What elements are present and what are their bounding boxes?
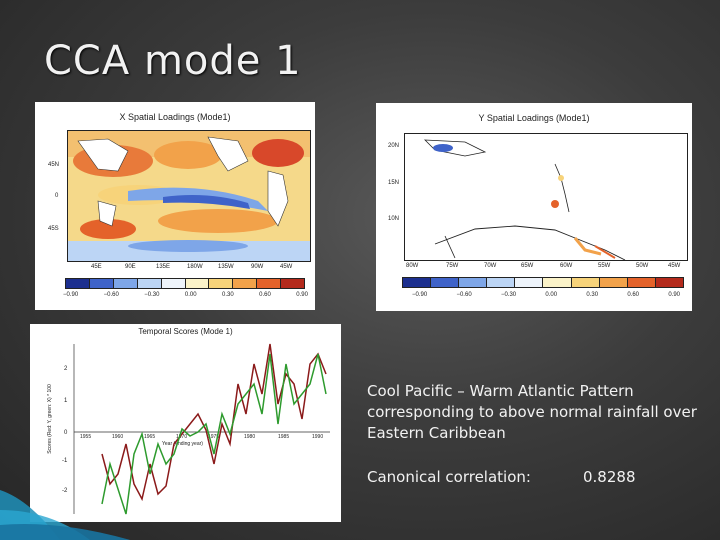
x-colorbar-label: 0.90 — [296, 292, 308, 298]
x-lon-label-90e: 90E — [125, 264, 136, 270]
series-y-line — [101, 343, 327, 502]
t-panel-title: Temporal Scores (Mode 1) — [138, 327, 233, 336]
x-loadings-map-graphic — [68, 131, 310, 261]
x-spatial-loadings-panel: X Spatial Loadings (Mode1) 45N 0 45S 45E… — [35, 102, 315, 310]
pattern-description: Cool Pacific – Warm Atlantic Pattern cor… — [367, 382, 697, 442]
x-panel-title: X Spatial Loadings (Mode1) — [119, 112, 231, 122]
colorbar-swatch — [209, 279, 234, 288]
colorbar-swatch — [515, 278, 544, 287]
y-lon-label-50w: 50W — [636, 263, 649, 269]
y-lon-label-80w: 80W — [406, 263, 419, 269]
t-y-tick: 1 — [64, 398, 68, 404]
x-lon-label-45w: 45W — [280, 264, 293, 270]
colorbar-swatch — [137, 279, 162, 288]
t-xlabel: Year (ending year) — [162, 441, 203, 447]
t-x-tick: 1970 — [176, 434, 188, 440]
temporal-scores-plot — [73, 343, 330, 515]
x-lon-label-135w: 135W — [218, 264, 234, 270]
x-lat-label-0: 0 — [55, 193, 59, 199]
x-colorbar-label: −0.60 — [103, 292, 119, 298]
t-y-tick: -1 — [62, 458, 68, 464]
colorbar-swatch — [257, 279, 282, 288]
t-y-tick: 0 — [64, 430, 68, 436]
colorbar-swatch — [571, 278, 600, 287]
x-colorbar-label: 0.30 — [222, 292, 234, 298]
corner-wave-decoration — [0, 490, 130, 540]
colorbar-swatch — [459, 278, 488, 287]
series-x-line — [101, 353, 327, 515]
x-colorbar-label: −0.90 — [63, 292, 79, 298]
colorbar-swatch — [599, 278, 628, 287]
y-colorbar-label: 0.90 — [668, 292, 680, 298]
x-lat-label-45s: 45S — [48, 226, 59, 232]
y-panel-title: Y Spatial Loadings (Mode1) — [478, 113, 590, 123]
canonical-correlation: Canonical correlation: 0.8288 — [367, 468, 636, 486]
x-lon-label-90w: 90W — [251, 264, 264, 270]
y-colorbar-label: 0.00 — [545, 292, 558, 298]
colorbar-swatch — [66, 279, 90, 288]
x-colorbar — [65, 278, 305, 289]
colorbar-swatch — [113, 279, 138, 288]
y-lon-label-60w: 60W — [560, 263, 573, 269]
colorbar-swatch — [233, 279, 258, 288]
y-colorbar-label: −0.30 — [500, 292, 517, 298]
y-lat-label-10n: 10N — [388, 216, 400, 222]
x-lat-label-45n: 45N — [48, 162, 60, 168]
colorbar-swatch — [161, 279, 186, 288]
colorbar-swatch — [403, 278, 432, 287]
y-lat-label-15n: 15N — [388, 180, 400, 186]
x-lon-label-180w: 180W — [187, 264, 203, 270]
x-lon-label-135e: 135E — [156, 264, 171, 270]
t-x-tick: 1965 — [144, 434, 156, 440]
y-loadings-map-graphic — [423, 139, 626, 260]
x-colorbar-label: 0.60 — [259, 292, 271, 298]
y-spatial-loadings-panel: Y Spatial Loadings (Mode1) 20N 15N 10N 8… — [376, 103, 692, 311]
colorbar-swatch — [543, 278, 572, 287]
colorbar-swatch — [487, 278, 516, 287]
y-colorbar — [402, 277, 684, 288]
y-lon-label-70w: 70W — [484, 263, 497, 269]
y-colorbar-labels: −0.90 −0.60 −0.30 0.00 0.30 0.60 0.90 — [412, 292, 680, 298]
y-colorbar-label: 0.60 — [627, 292, 640, 298]
y-lon-label-65w: 65W — [521, 263, 534, 269]
x-lon-label-45e: 45E — [91, 264, 102, 270]
colorbar-swatch — [655, 278, 683, 287]
colorbar-swatch — [431, 278, 460, 287]
y-loadings-map — [404, 133, 688, 261]
y-lon-label-55w: 55W — [598, 263, 611, 269]
colorbar-swatch — [89, 279, 114, 288]
colorbar-swatch — [185, 279, 210, 288]
colorbar-swatch — [281, 279, 305, 288]
t-x-tick: 1955 — [80, 434, 92, 440]
t-x-tick: 1990 — [312, 434, 324, 440]
y-lon-label-75w: 75W — [446, 263, 459, 269]
x-colorbar-label: 0.00 — [184, 292, 197, 298]
t-x-tick: 1975 — [208, 434, 220, 440]
x-colorbar-labels: −0.90 −0.60 −0.30 0.00 0.30 0.60 0.90 — [63, 292, 308, 298]
t-x-tick: 1980 — [244, 434, 256, 440]
t-x-tick: 1960 — [112, 434, 124, 440]
slide-title: CCA mode 1 — [44, 38, 302, 84]
y-lat-label-20n: 20N — [388, 143, 400, 149]
y-colorbar-label: −0.60 — [456, 292, 472, 298]
y-lon-label-45w: 45W — [668, 263, 681, 269]
y-colorbar-label: 0.30 — [586, 292, 599, 298]
t-y-tick: 2 — [64, 366, 68, 372]
y-colorbar-label: −0.90 — [412, 292, 428, 298]
colorbar-swatch — [627, 278, 656, 287]
x-loadings-map — [67, 130, 311, 262]
correlation-label: Canonical correlation: — [367, 468, 531, 486]
t-x-tick: 1985 — [278, 434, 290, 440]
t-y-tick: -2 — [62, 488, 68, 494]
temporal-scores-panel: Temporal Scores (Mode 1) Scores (Red: Y,… — [30, 324, 341, 522]
correlation-value: 0.8288 — [583, 468, 636, 486]
x-colorbar-label: −0.30 — [144, 292, 160, 298]
